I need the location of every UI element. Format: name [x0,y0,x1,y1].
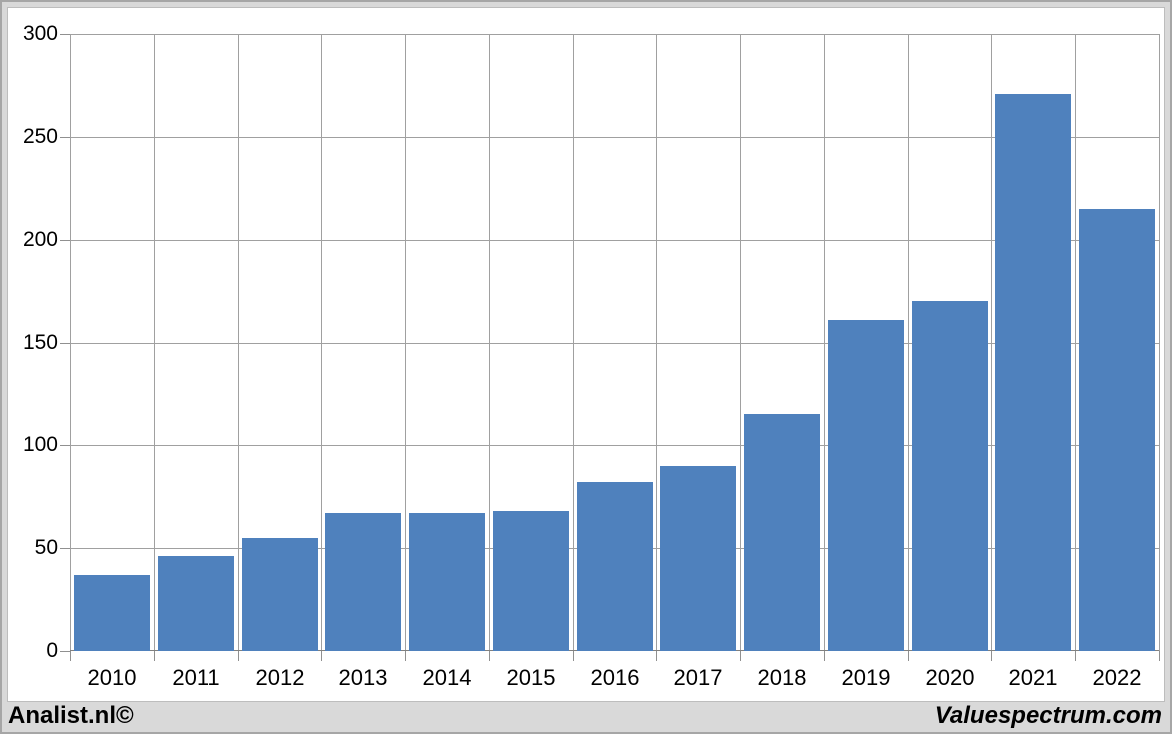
bar-2011 [158,556,234,651]
bar-2021 [995,94,1071,651]
gridline-horizontal [70,445,1159,446]
y-axis-tick-label: 250 [22,125,58,148]
y-axis-tick-label: 150 [22,331,58,354]
x-axis-tick [824,651,825,661]
bar-2012 [242,538,318,651]
gridline-vertical [740,34,741,651]
x-axis-tick-label: 2014 [422,665,472,690]
y-axis-tick [60,240,70,241]
x-axis-tick [1075,651,1076,661]
gridline-horizontal [70,137,1159,138]
gridline-vertical [991,34,992,651]
bar-2015 [493,511,569,651]
gridline-vertical [405,34,406,651]
footer-right-brand: Valuespectrum.com [934,702,1162,729]
y-axis-tick-label: 50 [34,536,58,559]
x-axis-tick-label: 2012 [255,665,305,690]
gridline-vertical [238,34,239,651]
x-axis-tick [70,651,71,661]
footer-left-brand: Analist.nl© [8,702,134,729]
bar-2020 [912,301,988,651]
bar-2022 [1079,209,1155,651]
x-axis-tick [154,651,155,661]
gridline-horizontal [70,240,1159,241]
gridline-horizontal [70,34,1159,35]
gridline-vertical [1159,34,1160,651]
x-axis-tick [656,651,657,661]
x-axis-tick-label: 2021 [1008,665,1058,690]
x-axis-tick [740,651,741,661]
bar-2017 [660,466,736,651]
x-axis-tick [908,651,909,661]
bar-2018 [744,414,820,651]
y-axis-tick [60,343,70,344]
x-axis-tick-label: 2016 [590,665,640,690]
x-axis-tick-label: 2015 [506,665,556,690]
bar-2019 [828,320,904,651]
x-axis-tick-label: 2018 [757,665,807,690]
y-axis-tick-label: 0 [46,639,58,662]
x-axis-tick [321,651,322,661]
y-axis-tick-label: 200 [22,228,58,251]
gridline-vertical [573,34,574,651]
x-axis-tick-label: 2019 [841,665,891,690]
gridline-vertical [908,34,909,651]
x-axis-tick [1159,651,1160,661]
x-axis-tick-label: 2020 [925,665,975,690]
gridline-vertical [321,34,322,651]
y-axis-tick [60,34,70,35]
x-axis-tick-label: 2022 [1092,665,1142,690]
bar-2010 [74,575,150,651]
gridline-vertical [824,34,825,651]
x-axis-tick [573,651,574,661]
gridline-vertical [489,34,490,651]
bar-2013 [325,513,401,651]
plot-area [70,34,1160,651]
x-axis-tick [238,651,239,661]
x-axis-tick-label: 2010 [87,665,137,690]
x-axis-tick-label: 2011 [172,665,220,690]
bar-2014 [409,513,485,651]
gridline-vertical [70,34,71,651]
y-axis-tick-label: 300 [22,22,58,45]
gridline-vertical [1075,34,1076,651]
x-axis-tick [991,651,992,661]
y-axis-tick-label: 100 [22,433,58,456]
chart-panel: 0 50 100 150 200 250 300 2010 2011 2012 2013 2014 20… [7,7,1165,702]
gridline-horizontal [70,343,1159,344]
x-axis-tick [489,651,490,661]
y-axis-tick [60,651,70,652]
y-axis-tick [60,445,70,446]
x-axis-tick-label: 2017 [673,665,723,690]
footer-bar: Analist.nl© Valuespectrum.com [2,702,1170,732]
y-axis-tick [60,548,70,549]
gridline-vertical [656,34,657,651]
gridline-vertical [154,34,155,651]
x-axis-tick-label: 2013 [338,665,388,690]
x-axis-tick [405,651,406,661]
y-axis-tick [60,137,70,138]
bar-2016 [577,482,653,651]
